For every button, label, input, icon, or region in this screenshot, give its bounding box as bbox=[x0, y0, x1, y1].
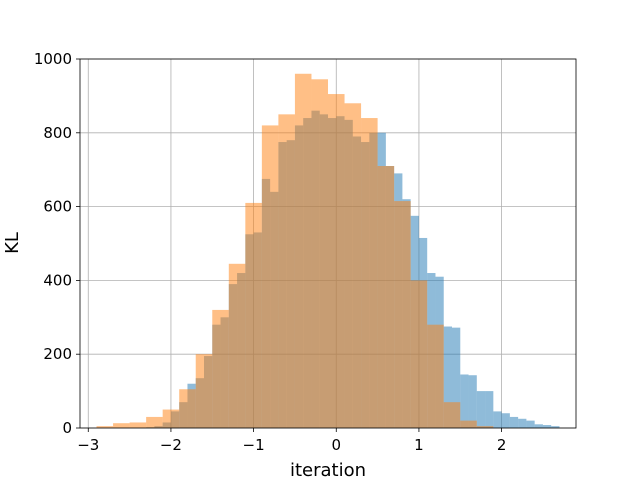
histogram-bar-series-2 bbox=[212, 309, 229, 428]
histogram-bar-series-2 bbox=[96, 426, 114, 428]
histogram-bar-series-1 bbox=[534, 424, 543, 428]
y-tick-label: 600 bbox=[43, 198, 72, 216]
plot-frame bbox=[79, 58, 577, 429]
histogram-bar-series-2 bbox=[328, 94, 345, 429]
x-tick-label: 2 bbox=[497, 436, 507, 454]
histogram-bar-series-1 bbox=[501, 413, 510, 428]
x-tick-label: 0 bbox=[331, 436, 341, 454]
histogram-bars bbox=[96, 73, 560, 429]
histogram-bar-series-1 bbox=[493, 411, 502, 428]
histogram-bar-series-2 bbox=[377, 166, 395, 428]
histogram-bar-series-2 bbox=[443, 402, 461, 428]
histogram-bar-series-2 bbox=[344, 103, 362, 428]
histogram-bar-series-2 bbox=[261, 125, 279, 429]
y-tick-label: 200 bbox=[43, 345, 72, 363]
histogram-bar-series-1 bbox=[443, 326, 452, 428]
x-axis-title: iteration bbox=[290, 460, 366, 480]
histogram-bar-series-2 bbox=[129, 422, 147, 428]
histogram-bar-series-2 bbox=[394, 201, 411, 428]
histogram-bar-series-1 bbox=[526, 420, 535, 428]
histogram-bar-series-1 bbox=[551, 426, 560, 428]
histogram-bar-series-2 bbox=[476, 426, 494, 428]
y-tick-label: 400 bbox=[43, 271, 72, 289]
y-tick-label: 800 bbox=[43, 124, 72, 142]
histogram-bar-series-2 bbox=[294, 73, 312, 428]
y-tick-label: 0 bbox=[62, 419, 72, 437]
histogram-bar-series-2 bbox=[311, 79, 328, 429]
x-tick-label: −3 bbox=[77, 436, 99, 454]
histogram-bar-series-2 bbox=[427, 324, 444, 428]
histogram-bar-series-2 bbox=[410, 280, 428, 428]
histogram-bar-series-2 bbox=[113, 423, 130, 428]
histogram-bar-series-2 bbox=[361, 118, 378, 428]
histogram-bar-series-2 bbox=[162, 409, 180, 428]
histogram-bar-series-2 bbox=[460, 420, 477, 428]
histogram-bar-series-2 bbox=[195, 354, 213, 428]
x-tick-label: −1 bbox=[243, 436, 265, 454]
histogram-bar-series-2 bbox=[228, 263, 246, 428]
axis-ticks: −3 −2 −1 0 1 2 0 200 400 600 800 1000 bbox=[34, 50, 507, 454]
histogram-bar-series-2 bbox=[278, 114, 295, 428]
histogram-bar-series-1 bbox=[460, 374, 469, 428]
histogram-bar-series-1 bbox=[476, 391, 486, 428]
histogram-bar-series-1 bbox=[468, 375, 477, 428]
x-tick-label: 1 bbox=[414, 436, 424, 454]
histogram-bar-series-1 bbox=[518, 418, 527, 428]
histogram-bar-series-2 bbox=[146, 416, 163, 428]
y-axis-title: KL bbox=[2, 232, 23, 254]
histogram-bar-series-1 bbox=[452, 327, 461, 428]
x-tick-label: −2 bbox=[160, 436, 182, 454]
histogram-bar-series-2 bbox=[179, 389, 196, 428]
y-tick-label: 1000 bbox=[34, 50, 72, 68]
histogram-bar-series-1 bbox=[542, 425, 552, 428]
histogram-bar-series-1 bbox=[509, 416, 519, 428]
histogram-bar-series-2 bbox=[245, 202, 262, 428]
histogram-bar-series-1 bbox=[485, 391, 494, 428]
